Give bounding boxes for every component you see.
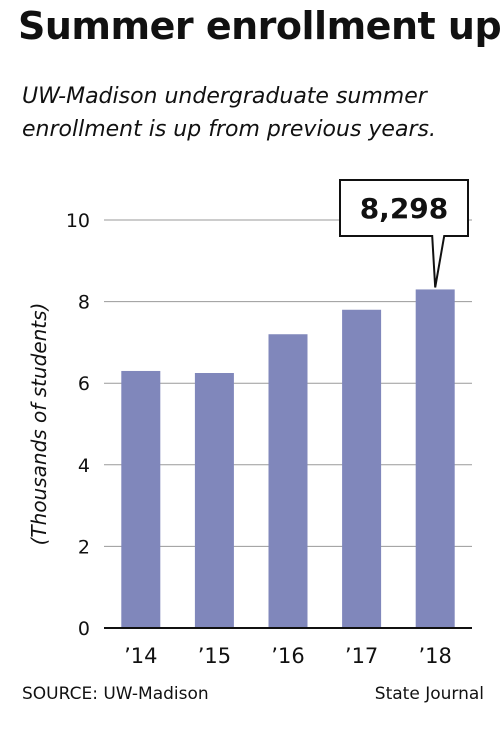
x-tick-label: ’18 xyxy=(418,644,451,668)
data-label: 8,298 xyxy=(360,192,449,225)
callout-box xyxy=(339,179,469,288)
x-tick-label: ’16 xyxy=(271,644,304,668)
x-tick-label: ’14 xyxy=(124,644,157,668)
credit-note: State Journal xyxy=(374,684,484,704)
bar xyxy=(268,334,308,628)
y-tick-label: 8 xyxy=(78,292,90,314)
x-tick-label: ’17 xyxy=(345,644,378,668)
y-axis-label: (Thousands of students) xyxy=(27,303,51,546)
y-tick-label: 4 xyxy=(78,455,90,477)
bar xyxy=(415,289,455,628)
source-note: SOURCE: UW-Madison xyxy=(22,684,209,704)
y-tick-label: 0 xyxy=(78,618,90,640)
bar xyxy=(194,373,234,628)
y-tick-label: 6 xyxy=(78,373,90,395)
y-tick-label: 2 xyxy=(78,536,90,558)
chart-title: Summer enrollment up xyxy=(18,4,502,48)
bar xyxy=(121,370,161,628)
y-tick-label: 10 xyxy=(66,210,90,232)
x-tick-label: ’15 xyxy=(198,644,231,668)
bar xyxy=(342,309,382,628)
chart-subtitle: UW-Madison undergraduate summer enrollme… xyxy=(22,84,436,142)
